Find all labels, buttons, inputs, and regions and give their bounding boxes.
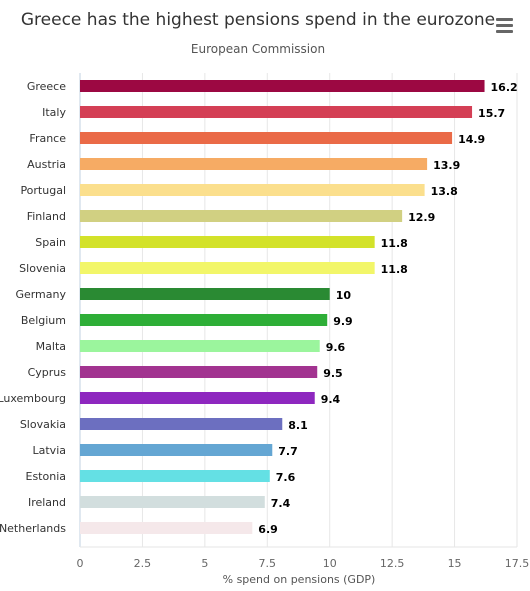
grid-lines (79, 73, 518, 548)
x-tick-label: 2.5 (134, 557, 152, 570)
category-label: Austria (27, 158, 66, 171)
data-label: 9.6 (326, 341, 346, 354)
category-label: Slovenia (19, 262, 66, 275)
data-label: 13.9 (433, 159, 460, 172)
bar-slovenia[interactable] (80, 262, 375, 274)
category-label: Italy (42, 106, 66, 119)
category-label: Latvia (33, 444, 67, 457)
data-label: 11.8 (381, 237, 408, 250)
category-label: Finland (27, 210, 66, 223)
category-label: Spain (35, 236, 66, 249)
data-label: 9.9 (333, 315, 353, 328)
bar-greece[interactable] (80, 80, 485, 92)
data-label: 8.1 (288, 419, 308, 432)
data-label: 11.8 (381, 263, 408, 276)
bar-france[interactable] (80, 132, 453, 144)
category-label: France (29, 132, 66, 145)
data-label: 7.6 (276, 471, 296, 484)
data-label: 6.9 (258, 523, 278, 536)
category-label: Belgium (21, 314, 66, 327)
category-labels: Greece Italy France Austria Portugal Finland S… (0, 80, 66, 535)
category-label: Malta (36, 340, 66, 353)
category-label: Netherlands (0, 522, 66, 535)
category-label: Greece (27, 80, 66, 93)
data-label: 10 (336, 289, 352, 302)
data-label: 15.7 (478, 107, 505, 120)
bar-portugal[interactable] (80, 184, 425, 196)
data-label: 9.5 (323, 367, 343, 380)
bar-slovakia[interactable] (80, 418, 283, 430)
bar-estonia[interactable] (80, 470, 270, 482)
chart-title: Greece has the highest pensions spend in… (20, 10, 496, 30)
x-tick-label: 0 (77, 557, 84, 570)
bar-series (80, 80, 485, 534)
category-label: Cyprus (28, 366, 67, 379)
bar-germany[interactable] (80, 288, 330, 300)
x-tick-label: 10 (323, 557, 337, 570)
x-tick-label: 12.5 (380, 557, 405, 570)
x-tick-label: 7.5 (259, 557, 277, 570)
bar-finland[interactable] (80, 210, 403, 222)
x-axis-ticks: 0 2.5 5 7.5 10 12.5 15 17.5 (77, 557, 530, 570)
bar-cyprus[interactable] (80, 366, 318, 378)
data-label: 7.7 (278, 445, 298, 458)
data-label: 12.9 (408, 211, 435, 224)
x-tick-label: 17.5 (505, 557, 530, 570)
bar-spain[interactable] (80, 236, 375, 248)
x-tick-label: 5 (201, 557, 208, 570)
data-label: 13.8 (431, 185, 458, 198)
category-label: Portugal (20, 184, 66, 197)
bar-latvia[interactable] (80, 444, 273, 456)
hamburger-menu-icon[interactable] (496, 18, 516, 36)
category-label: Germany (15, 288, 66, 301)
bar-belgium[interactable] (80, 314, 328, 326)
category-label: Estonia (26, 470, 67, 483)
bar-austria[interactable] (80, 158, 428, 170)
bar-malta[interactable] (80, 340, 320, 352)
data-labels: 16.215.714.913.913.812.911.811.8109.99.6… (258, 81, 517, 536)
category-label: Slovakia (20, 418, 66, 431)
data-label: 9.4 (321, 393, 341, 406)
category-label: Ireland (28, 496, 66, 509)
bar-luxembourg[interactable] (80, 392, 315, 404)
data-label: 7.4 (271, 497, 291, 510)
data-label: 14.9 (458, 133, 485, 146)
bar-ireland[interactable] (80, 496, 265, 508)
x-tick-label: 15 (448, 557, 462, 570)
bar-netherlands[interactable] (80, 522, 253, 534)
bar-italy[interactable] (80, 106, 473, 118)
data-label: 16.2 (491, 81, 518, 94)
chart-subtitle: European Commission (190, 42, 326, 56)
x-axis-title: % spend on pensions (GDP) (223, 573, 376, 586)
category-label: Luxembourg (0, 392, 66, 405)
